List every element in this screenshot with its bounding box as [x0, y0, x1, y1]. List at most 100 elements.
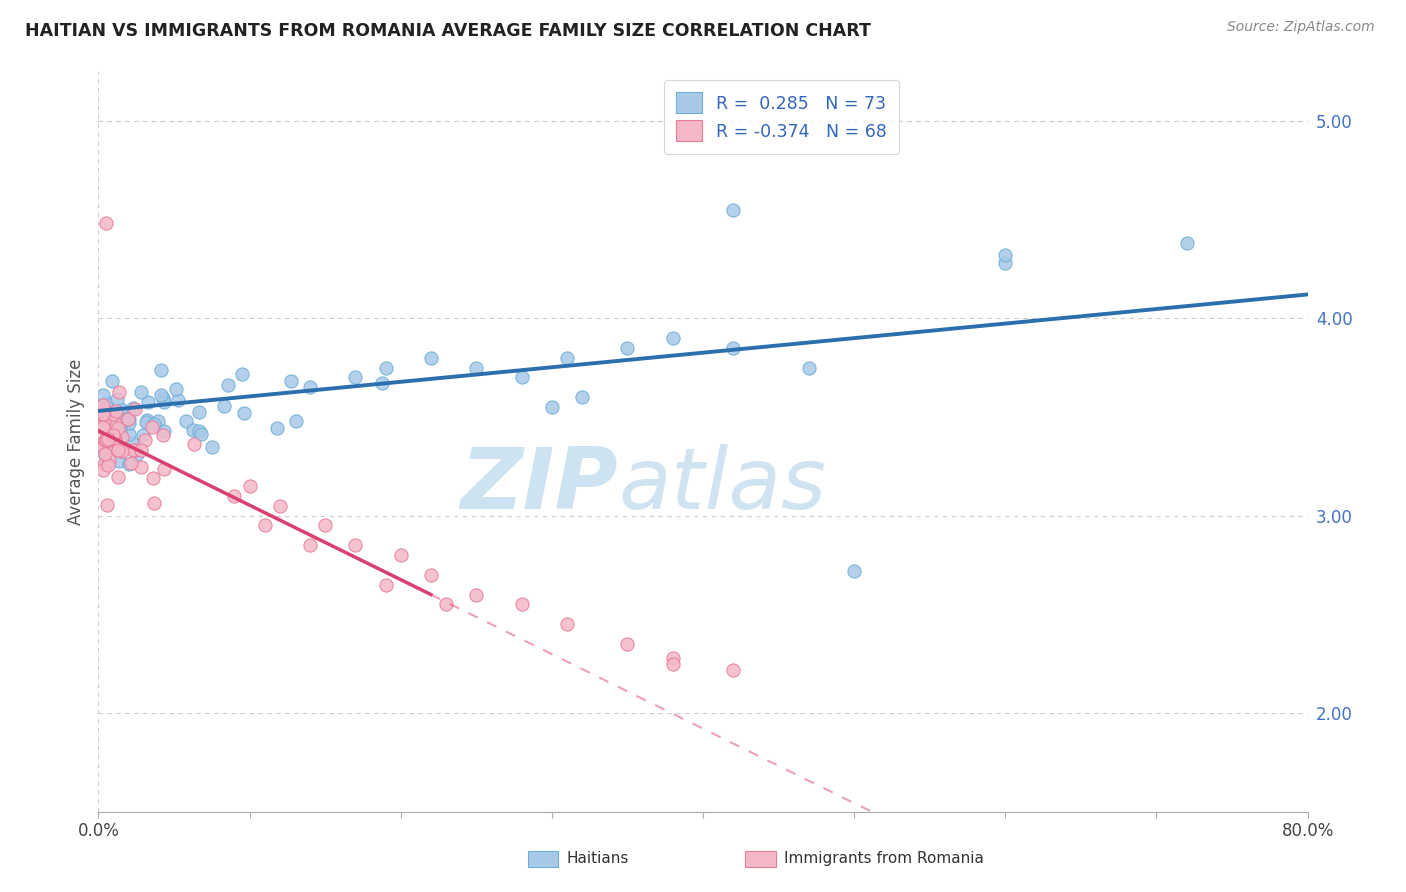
- Point: [465, 360, 488, 375]
- Point: [120, 456, 142, 470]
- Point: [510, 598, 533, 612]
- Point: [129, 442, 152, 457]
- Point: [540, 400, 562, 414]
- Point: [142, 471, 165, 485]
- Point: [994, 248, 1017, 262]
- Point: [97, 458, 120, 472]
- Point: [266, 421, 288, 435]
- Point: [111, 441, 134, 455]
- Point: [136, 413, 159, 427]
- Point: [100, 374, 122, 388]
- Point: [107, 420, 129, 434]
- Point: [94, 433, 117, 447]
- Point: [555, 351, 578, 365]
- Point: [167, 393, 190, 408]
- Point: [101, 407, 124, 421]
- Point: [190, 427, 212, 442]
- Point: [129, 384, 152, 399]
- Point: [110, 401, 132, 416]
- Point: [97, 412, 120, 426]
- Point: [112, 441, 135, 455]
- Point: [420, 567, 443, 582]
- Point: [616, 341, 638, 355]
- Point: [299, 380, 322, 394]
- Point: [232, 406, 254, 420]
- Text: Haitians: Haitians: [567, 851, 628, 866]
- Point: [142, 417, 165, 432]
- Point: [389, 548, 412, 562]
- Point: [269, 499, 291, 513]
- Point: [91, 417, 114, 432]
- Text: ZIP: ZIP: [461, 444, 619, 527]
- Point: [723, 341, 745, 355]
- Point: [141, 420, 163, 434]
- Point: [93, 416, 115, 430]
- Point: [91, 463, 114, 477]
- Point: [118, 411, 141, 425]
- Point: [994, 256, 1017, 270]
- Point: [555, 617, 578, 632]
- Point: [153, 461, 176, 475]
- Point: [96, 433, 118, 447]
- Point: [224, 489, 246, 503]
- Point: [844, 564, 866, 578]
- Point: [98, 405, 121, 419]
- Point: [98, 453, 121, 467]
- Point: [105, 392, 128, 406]
- Point: [132, 427, 155, 442]
- Point: [797, 360, 820, 375]
- Text: Source: ZipAtlas.com: Source: ZipAtlas.com: [1227, 20, 1375, 34]
- Point: [108, 384, 131, 399]
- Point: [152, 391, 174, 405]
- Point: [118, 416, 141, 430]
- Point: [165, 382, 187, 396]
- Point: [136, 395, 159, 409]
- Point: [96, 434, 118, 449]
- Point: [176, 413, 198, 427]
- Point: [103, 432, 125, 446]
- Point: [117, 412, 139, 426]
- Point: [91, 438, 114, 452]
- Point: [104, 416, 127, 430]
- Point: [253, 518, 276, 533]
- Point: [153, 395, 176, 409]
- Point: [434, 598, 457, 612]
- Point: [93, 402, 115, 417]
- Point: [150, 388, 173, 402]
- Point: [135, 415, 157, 429]
- Point: [124, 443, 146, 458]
- Point: [118, 426, 141, 441]
- Point: [280, 374, 302, 388]
- Point: [150, 362, 173, 376]
- Point: [212, 400, 235, 414]
- Y-axis label: Average Family Size: Average Family Size: [66, 359, 84, 524]
- Point: [107, 469, 129, 483]
- Point: [284, 414, 307, 428]
- Point: [142, 496, 165, 510]
- Bar: [745, 851, 776, 867]
- Point: [239, 479, 262, 493]
- Point: [122, 401, 145, 415]
- Point: [93, 446, 115, 460]
- Point: [181, 423, 204, 437]
- Point: [183, 437, 205, 451]
- Point: [94, 216, 117, 230]
- Point: [96, 429, 118, 443]
- Point: [107, 442, 129, 456]
- Point: [723, 202, 745, 217]
- Point: [114, 412, 136, 426]
- Point: [188, 405, 211, 419]
- Point: [94, 433, 117, 447]
- Point: [344, 370, 367, 384]
- Point: [153, 424, 176, 438]
- Point: [661, 657, 683, 671]
- Text: Immigrants from Romania: Immigrants from Romania: [785, 851, 984, 866]
- Bar: [527, 851, 558, 867]
- Point: [1175, 236, 1198, 251]
- Legend: R =  0.285   N = 73, R = -0.374   N = 68: R = 0.285 N = 73, R = -0.374 N = 68: [664, 80, 900, 153]
- Point: [91, 421, 114, 435]
- Point: [121, 442, 143, 457]
- Point: [118, 458, 141, 472]
- Point: [217, 378, 239, 392]
- Point: [374, 577, 396, 591]
